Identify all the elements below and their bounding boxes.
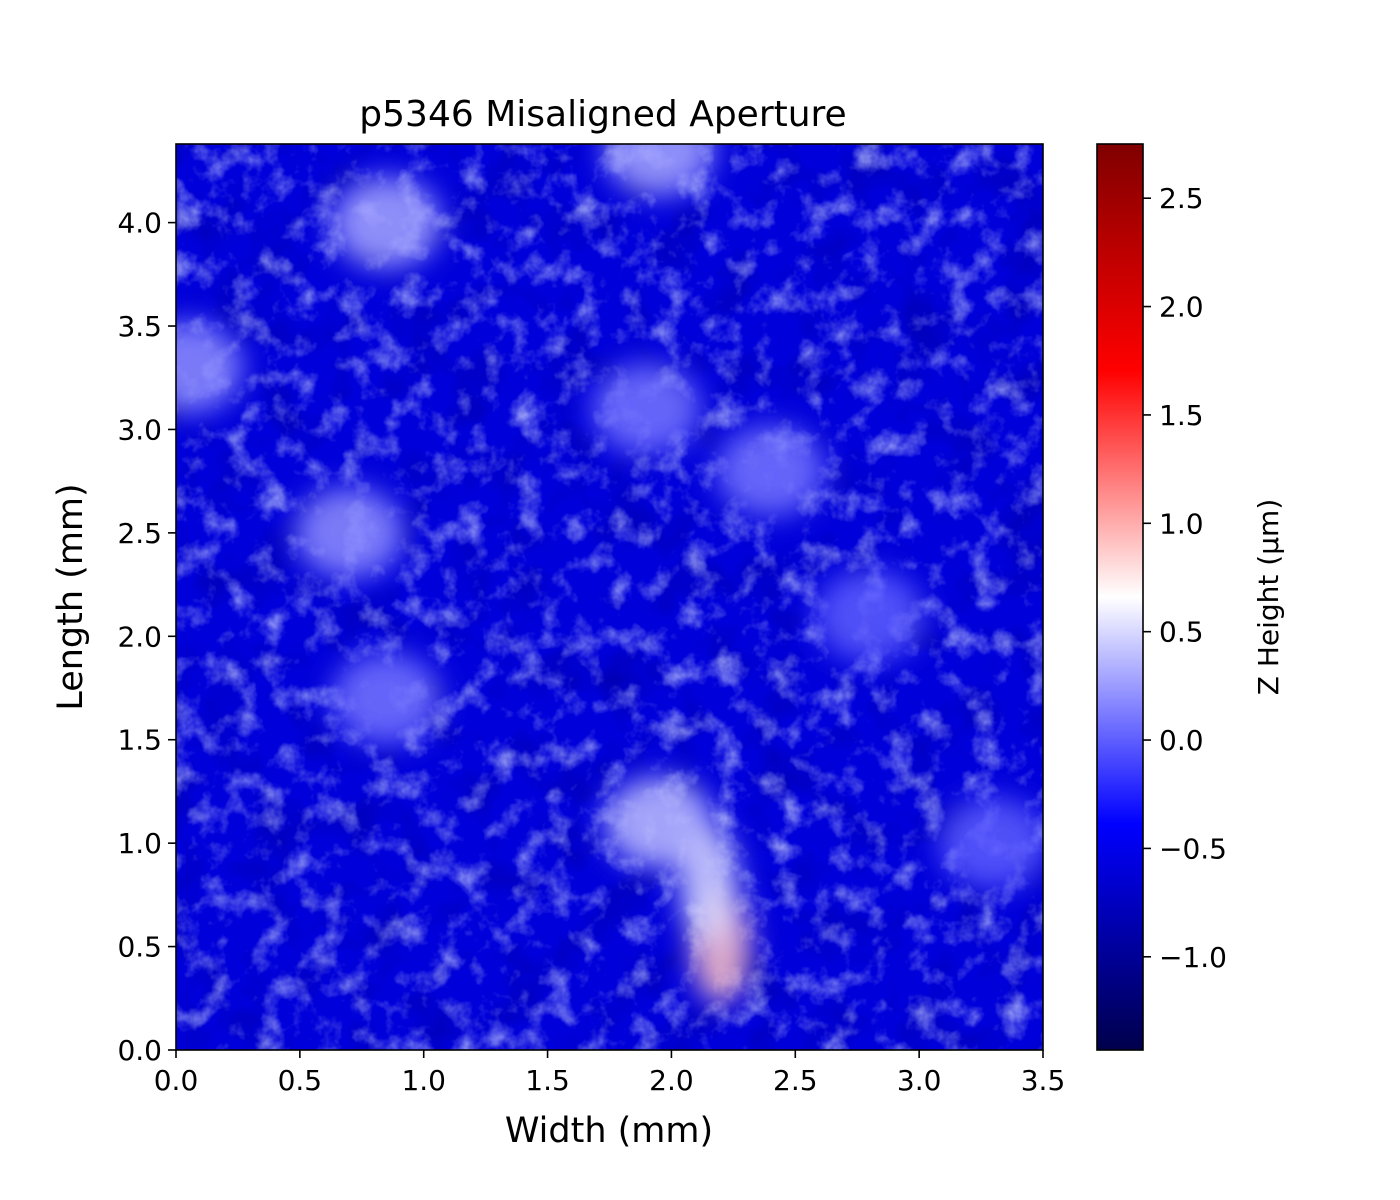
chart-title: p5346 Misaligned Aperture xyxy=(359,94,846,135)
heatmap-feature xyxy=(815,570,925,662)
y-axis: 0.0 0.5 1.0 1.5 2.0 2.5 3.0 3.5 4.0 xyxy=(117,207,176,1067)
colorbar-tick-label: 2.0 xyxy=(1159,291,1204,324)
colorbar-ticks: −1.0 −0.5 0.0 0.5 1.0 1.5 2.0 2.5 xyxy=(1143,182,1227,974)
heatmap-features xyxy=(176,144,1043,1005)
colorbar-tick-label: −0.5 xyxy=(1159,832,1227,865)
x-tick-label: 0.5 xyxy=(278,1064,323,1097)
heatmap-feature xyxy=(716,425,826,517)
y-tick-label: 3.0 xyxy=(117,413,162,446)
colorbar-tick-label: −1.0 xyxy=(1159,941,1227,974)
plot-frame xyxy=(175,143,1044,1051)
x-tick-label: 3.0 xyxy=(897,1064,942,1097)
heatmap-feature xyxy=(592,363,702,455)
y-tick-label: 1.0 xyxy=(117,827,162,860)
x-tick-label: 2.0 xyxy=(649,1064,694,1097)
y-tick-label: 2.0 xyxy=(117,620,162,653)
colorbar-tick-label: 0.5 xyxy=(1159,616,1204,649)
heatmap-feature xyxy=(332,177,442,269)
heatmap-feature xyxy=(176,321,243,413)
heatmap-feature xyxy=(938,797,1043,889)
colorbar-tick-label: 1.5 xyxy=(1159,399,1204,432)
y-tick-label: 4.0 xyxy=(117,207,162,240)
x-tick-label: 0.0 xyxy=(154,1064,199,1097)
x-axis: 0.0 0.5 1.0 1.5 2.0 2.5 3.0 3.5 xyxy=(154,1050,1066,1097)
y-tick-label: 3.5 xyxy=(117,310,162,343)
y-tick-label: 0.0 xyxy=(117,1034,162,1067)
colorbar-tick-label: 2.5 xyxy=(1159,182,1204,215)
y-axis-title: Length (mm) xyxy=(51,483,91,710)
colorbar-title: Z Height (μm) xyxy=(1252,499,1285,695)
colorbar xyxy=(1096,143,1144,1051)
heatmap-feature xyxy=(604,776,714,868)
y-tick-label: 0.5 xyxy=(117,931,162,964)
x-tick-label: 2.5 xyxy=(773,1064,818,1097)
heatmap-feature xyxy=(332,652,442,744)
heatmap-plot-area xyxy=(176,144,1043,1050)
y-tick-label: 1.5 xyxy=(117,724,162,757)
colorbar-tick-label: 1.0 xyxy=(1159,507,1204,540)
heatmap-feature xyxy=(294,487,404,579)
x-axis-title: Width (mm) xyxy=(505,1111,713,1151)
x-tick-label: 1.5 xyxy=(525,1064,570,1097)
heatmap-feature xyxy=(604,144,714,196)
x-tick-label: 1.0 xyxy=(401,1064,446,1097)
x-tick-label: 3.5 xyxy=(1021,1064,1066,1097)
colorbar-tick-label: 0.0 xyxy=(1159,724,1204,757)
y-tick-label: 2.5 xyxy=(117,517,162,550)
